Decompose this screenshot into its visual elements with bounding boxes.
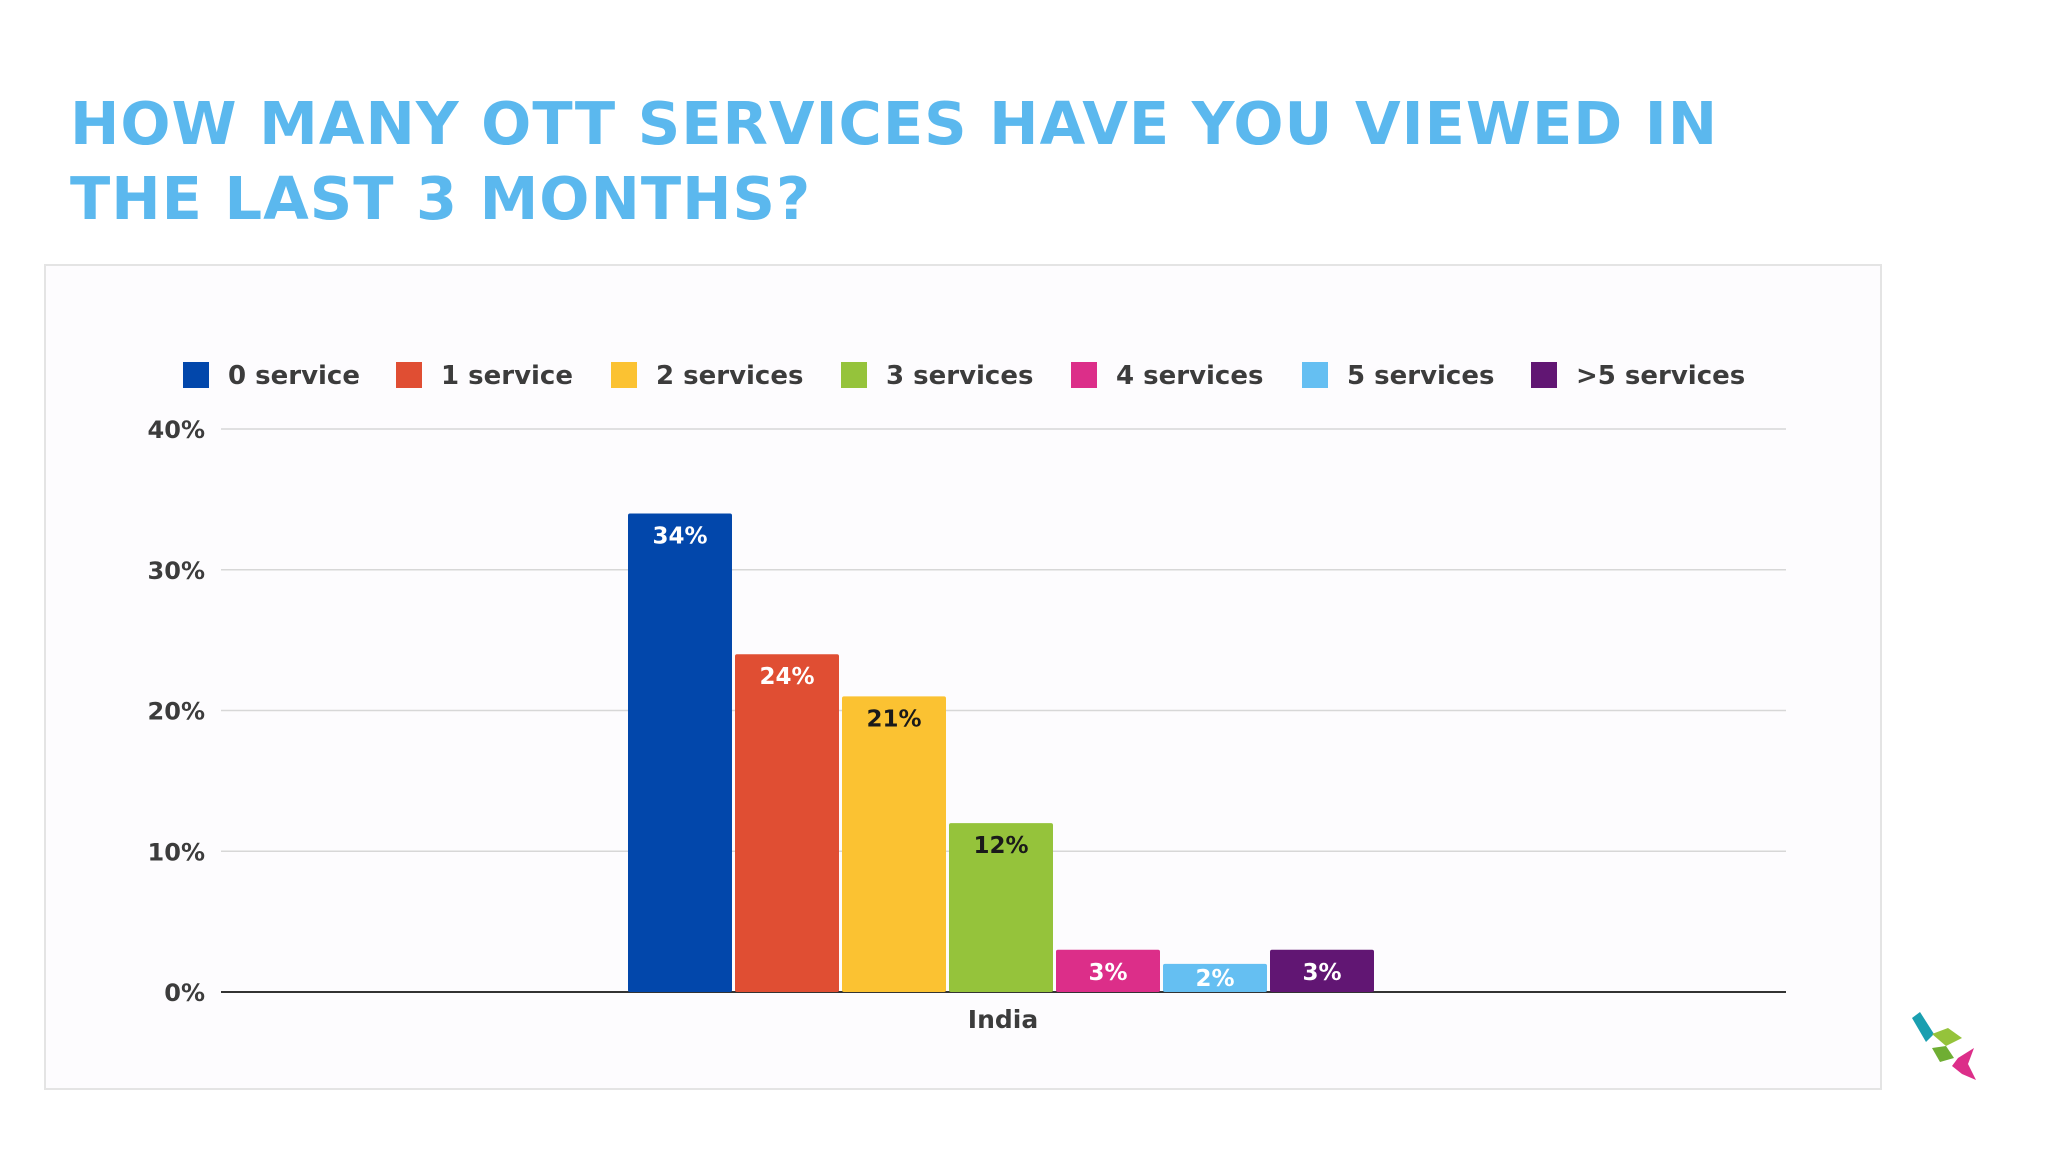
legend: 0 service 1 service 2 services 3 services 4 … — [183, 361, 1745, 391]
y-axis-ticks: 0% 10% 20% 30% 40% — [148, 416, 205, 1007]
data-label: 34% — [652, 523, 707, 549]
data-label: 21% — [866, 706, 921, 732]
data-label: 12% — [973, 833, 1028, 859]
data-labels: 34% 24% 21% 12% 3% 2% 3% — [652, 523, 1341, 991]
legend-swatch — [396, 362, 422, 388]
legend-label: 3 services — [886, 361, 1033, 391]
logo-shape-green — [1932, 1028, 1962, 1046]
data-label: 3% — [1088, 960, 1127, 986]
brand-logo — [1912, 1012, 1976, 1080]
x-axis-ticks: India — [968, 1005, 1038, 1034]
data-label: 3% — [1302, 960, 1341, 986]
data-label: 2% — [1195, 966, 1234, 992]
y-tick-label: 20% — [148, 698, 205, 726]
x-tick-label: India — [968, 1005, 1038, 1034]
legend-item: 0 service — [183, 361, 360, 391]
bar-2 — [735, 654, 839, 992]
y-tick-label: 10% — [148, 838, 205, 866]
legend-item: 4 services — [1071, 361, 1263, 391]
legend-item: >5 services — [1531, 361, 1745, 391]
legend-label: 1 service — [441, 361, 573, 391]
chart-panel: 0% 10% 20% 30% 40% 34% 24% 21% 12% 3% 2% 3% 0 serv… — [44, 264, 1882, 1090]
legend-label: >5 services — [1576, 361, 1745, 391]
bar-6 — [1163, 963, 1267, 992]
legend-swatch — [611, 362, 637, 388]
legend-swatch — [183, 362, 209, 388]
legend-item: 2 services — [611, 361, 803, 391]
legend-label: 4 services — [1116, 361, 1263, 391]
legend-item: 3 services — [841, 361, 1033, 391]
legend-swatch — [1302, 362, 1328, 388]
logo-shape-pink — [1952, 1048, 1976, 1080]
bar-4 — [949, 823, 1053, 992]
y-tick-label: 0% — [164, 979, 205, 1007]
bar-7 — [1270, 949, 1374, 992]
bar-3 — [842, 696, 946, 992]
legend-label: 2 services — [656, 361, 803, 391]
legend-item: 1 service — [396, 361, 573, 391]
bar-5 — [1056, 949, 1160, 992]
legend-label: 0 service — [228, 361, 360, 391]
data-label: 24% — [759, 664, 814, 690]
logo-shape-teal — [1912, 1012, 1934, 1042]
legend-item: 5 services — [1302, 361, 1494, 391]
y-tick-label: 40% — [148, 416, 205, 444]
bar-chart: 0% 10% 20% 30% 40% 34% 24% 21% 12% 3% 2% 3% 0 serv… — [148, 361, 1786, 1034]
bars — [628, 513, 1374, 992]
logo-shape-green-lower — [1932, 1046, 1954, 1062]
y-tick-label: 30% — [148, 557, 205, 585]
bar-1 — [628, 513, 732, 992]
legend-swatch — [1531, 362, 1557, 388]
legend-label: 5 services — [1347, 361, 1494, 391]
legend-swatch — [841, 362, 867, 388]
slide-title: HOW MANY OTT SERVICES HAVE YOU VIEWED IN… — [70, 89, 1719, 233]
legend-swatch — [1071, 362, 1097, 388]
